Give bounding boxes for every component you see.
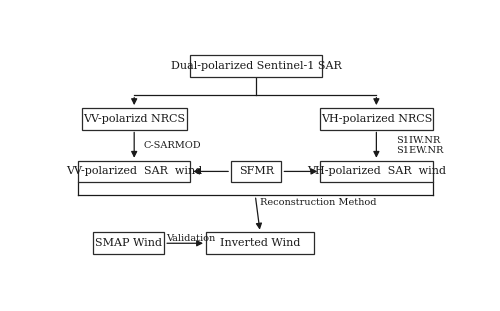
Text: C-SARMOD: C-SARMOD xyxy=(144,141,202,150)
FancyBboxPatch shape xyxy=(231,161,281,182)
FancyBboxPatch shape xyxy=(78,161,190,182)
Text: Dual-polarized Sentinel-1 SAR: Dual-polarized Sentinel-1 SAR xyxy=(171,61,342,71)
Text: VH-polarized NRCS: VH-polarized NRCS xyxy=(320,114,432,124)
FancyBboxPatch shape xyxy=(82,108,186,129)
Text: VH-polarized  SAR  wind: VH-polarized SAR wind xyxy=(307,166,446,176)
Text: Reconstruction Method: Reconstruction Method xyxy=(260,198,376,207)
Text: S1IW.NR
S1EW.NR: S1IW.NR S1EW.NR xyxy=(396,136,444,156)
FancyBboxPatch shape xyxy=(206,233,314,254)
Text: SFMR: SFMR xyxy=(239,166,274,176)
Text: VV-polarizd NRCS: VV-polarizd NRCS xyxy=(83,114,185,124)
Text: VV-polarized  SAR  wind: VV-polarized SAR wind xyxy=(66,166,202,176)
FancyBboxPatch shape xyxy=(92,233,164,254)
Text: Inverted Wind: Inverted Wind xyxy=(220,238,300,248)
FancyBboxPatch shape xyxy=(320,108,432,129)
Text: Validation: Validation xyxy=(166,234,215,244)
FancyBboxPatch shape xyxy=(190,55,322,77)
FancyBboxPatch shape xyxy=(320,161,432,182)
Text: SMAP Wind: SMAP Wind xyxy=(95,238,162,248)
